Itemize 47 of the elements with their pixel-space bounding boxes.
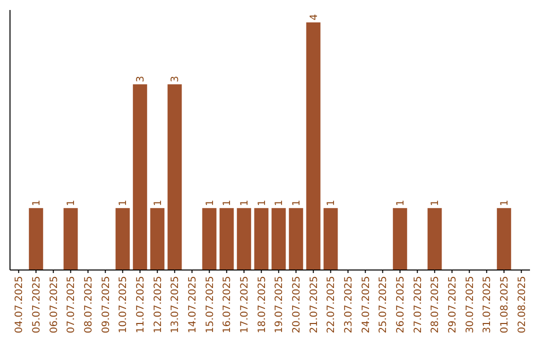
- x-tick-label: 18.07.2025: [256, 276, 268, 334]
- data-label: 3: [170, 76, 182, 82]
- x-tick-label: 30.07.2025: [464, 276, 476, 334]
- x-tick-label: 01.08.2025: [500, 276, 510, 334]
- data-label: 4: [308, 14, 320, 20]
- data-label: 1: [152, 200, 164, 206]
- x-tick-label: 14.07.2025: [188, 276, 198, 334]
- x-tick-label: 29.07.2025: [448, 276, 458, 334]
- x-tick-label: 13.07.2025: [170, 276, 182, 334]
- x-tick-label: 22.07.2025: [326, 276, 338, 334]
- x-tick-label: 07.07.2025: [66, 276, 78, 334]
- x-tick-label: 19.07.2025: [274, 276, 286, 334]
- x-tick-label: 04.07.2025: [14, 276, 26, 334]
- x-tick-label: 11.07.2025: [136, 276, 146, 334]
- data-label: 1: [292, 200, 302, 206]
- x-tick-label: 17.07.2025: [240, 276, 250, 334]
- x-tick-label: 08.07.2025: [84, 276, 94, 334]
- data-label: 1: [32, 200, 42, 206]
- data-label: 1: [204, 200, 216, 206]
- data-label: 1: [66, 200, 78, 206]
- x-tick-label: 05.07.2025: [32, 276, 42, 334]
- data-label: 1: [222, 200, 234, 206]
- data-label: 1: [274, 200, 286, 206]
- x-tick-label: 28.07.2025: [430, 276, 442, 334]
- x-tick-label: 23.07.2025: [344, 276, 354, 334]
- x-tick-label: 25.07.2025: [378, 276, 390, 334]
- data-label: 1: [500, 200, 510, 206]
- data-label: 1: [240, 200, 250, 206]
- x-tick-label: 02.08.2025: [516, 276, 528, 334]
- data-label: 1: [430, 200, 442, 206]
- x-tick-label: 09.07.2025: [100, 276, 112, 334]
- x-tick-label: 20.07.2025: [292, 276, 302, 334]
- x-tick-label: 10.07.2025: [118, 276, 130, 334]
- x-tick-label: 16.07.2025: [222, 276, 234, 334]
- data-label: 1: [396, 200, 406, 206]
- data-label: 3: [136, 76, 146, 82]
- data-label: 1: [256, 200, 268, 206]
- x-tick-label: 26.07.2025: [396, 276, 406, 334]
- x-tick-label: 21.07.2025: [308, 276, 320, 334]
- x-tick-label: 06.07.2025: [48, 276, 60, 334]
- x-tick-label: 15.07.2025: [204, 276, 216, 334]
- data-label: 1: [118, 200, 130, 206]
- x-tick-label: 27.07.2025: [412, 276, 424, 334]
- data-label: 1: [326, 200, 338, 206]
- x-tick-label: 24.07.2025: [360, 276, 372, 334]
- x-tick-label: 12.07.2025: [152, 276, 164, 334]
- x-tick-label: 31.07.2025: [482, 276, 494, 334]
